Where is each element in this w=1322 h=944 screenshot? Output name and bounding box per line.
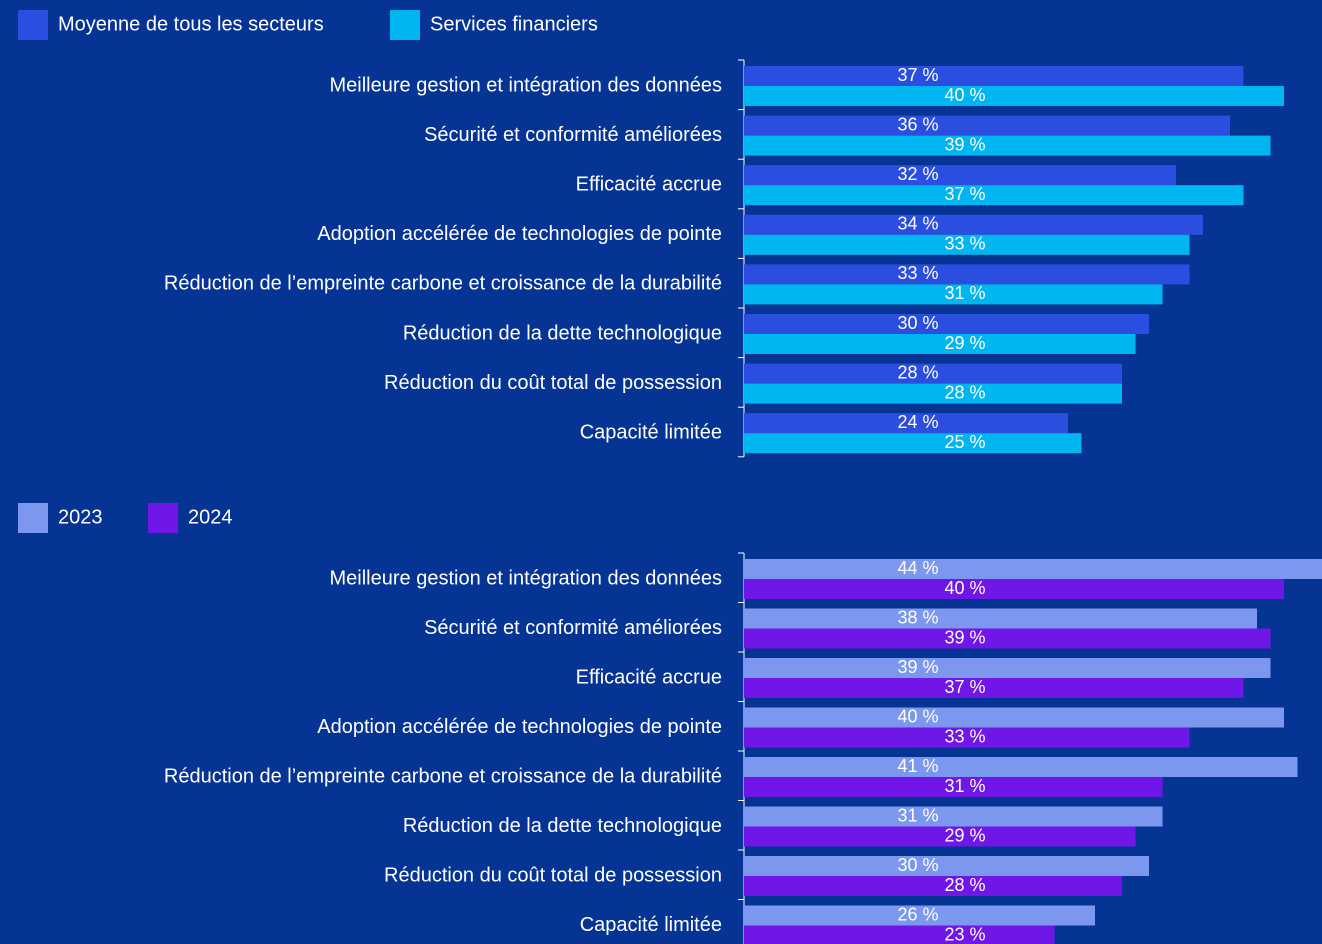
legend-swatch (18, 503, 48, 533)
bar (744, 727, 1190, 748)
bar (744, 334, 1136, 354)
value-label: 30 % (897, 313, 938, 333)
value-label: 28 % (944, 382, 985, 402)
value-label: 33 % (944, 726, 985, 746)
bar (744, 856, 1149, 876)
bar (744, 264, 1190, 285)
legend-label: Moyenne de tous les secteurs (58, 13, 324, 35)
legend-swatch (148, 503, 178, 533)
value-label: 32 % (897, 164, 938, 184)
bar (744, 678, 1244, 698)
bar (744, 806, 1163, 827)
value-label: 28 % (944, 875, 985, 895)
bar (744, 579, 1284, 599)
bar (744, 66, 1244, 86)
category-label: Efficacité accrue (576, 173, 722, 195)
category-label: Réduction de la dette technologique (403, 815, 722, 837)
category-label: Meilleure gestion et intégration des don… (330, 74, 722, 96)
bar (744, 86, 1284, 106)
bar (744, 185, 1244, 206)
bar (744, 658, 1271, 678)
value-label: 25 % (944, 432, 985, 452)
category-label: Réduction de l’empreinte carbone et croi… (164, 273, 722, 295)
value-label: 37 % (897, 65, 938, 85)
value-label: 34 % (897, 214, 938, 234)
value-label: 29 % (944, 825, 985, 845)
bar (744, 214, 1203, 235)
bar (744, 876, 1122, 896)
legend-label: 2023 (58, 506, 103, 528)
legend-label: Services financiers (430, 13, 598, 35)
category-label: Adoption accélérée de technologies de po… (317, 223, 722, 245)
value-label: 40 % (897, 706, 938, 726)
value-label: 37 % (944, 184, 985, 204)
legend-label: 2024 (188, 506, 233, 528)
value-label: 33 % (897, 263, 938, 283)
value-label: 36 % (897, 114, 938, 134)
bar (744, 234, 1190, 255)
value-label: 39 % (897, 657, 938, 677)
value-label: 39 % (944, 627, 985, 647)
value-label: 40 % (944, 85, 985, 105)
value-label: 44 % (897, 558, 938, 578)
category-label: Réduction de la dette technologique (403, 322, 722, 344)
category-label: Meilleure gestion et intégration des don… (330, 567, 722, 589)
bar (744, 826, 1136, 847)
value-label: 31 % (897, 805, 938, 825)
bar (744, 777, 1163, 797)
value-label: 23 % (944, 924, 985, 944)
legend-swatch (390, 10, 420, 40)
legend-swatch (18, 10, 48, 40)
bar (744, 383, 1122, 404)
value-label: 33 % (944, 234, 985, 254)
value-label: 24 % (897, 412, 938, 432)
bar (744, 165, 1176, 186)
bar (744, 905, 1095, 926)
category-label: Réduction de l’empreinte carbone et croi… (164, 765, 722, 787)
bar (744, 135, 1271, 156)
bar (744, 757, 1298, 777)
category-label: Réduction du coût total de possession (384, 372, 722, 394)
bar (744, 433, 1082, 454)
category-label: Capacité limitée (580, 914, 722, 936)
value-label: 31 % (944, 283, 985, 303)
value-label: 38 % (897, 607, 938, 627)
value-label: 26 % (897, 904, 938, 924)
value-label: 29 % (944, 333, 985, 353)
value-label: 30 % (897, 855, 938, 875)
bar (744, 628, 1271, 649)
value-label: 28 % (897, 362, 938, 382)
category-label: Réduction du coût total de possession (384, 864, 722, 886)
bar (744, 314, 1149, 334)
category-label: Efficacité accrue (576, 666, 722, 688)
value-label: 40 % (944, 578, 985, 598)
bar (744, 559, 1322, 579)
value-label: 39 % (944, 134, 985, 154)
category-label: Sécurité et conformité améliorées (424, 124, 722, 146)
category-label: Adoption accélérée de technologies de po… (317, 716, 722, 738)
bar (744, 363, 1122, 384)
category-label: Capacité limitée (580, 421, 722, 443)
value-label: 31 % (944, 776, 985, 796)
bar (744, 608, 1257, 629)
bar (744, 413, 1068, 434)
bar (744, 115, 1230, 136)
bar (744, 925, 1055, 944)
value-label: 37 % (944, 677, 985, 697)
bar (744, 284, 1163, 305)
value-label: 41 % (897, 756, 938, 776)
bar (744, 707, 1284, 728)
category-label: Sécurité et conformité améliorées (424, 617, 722, 639)
